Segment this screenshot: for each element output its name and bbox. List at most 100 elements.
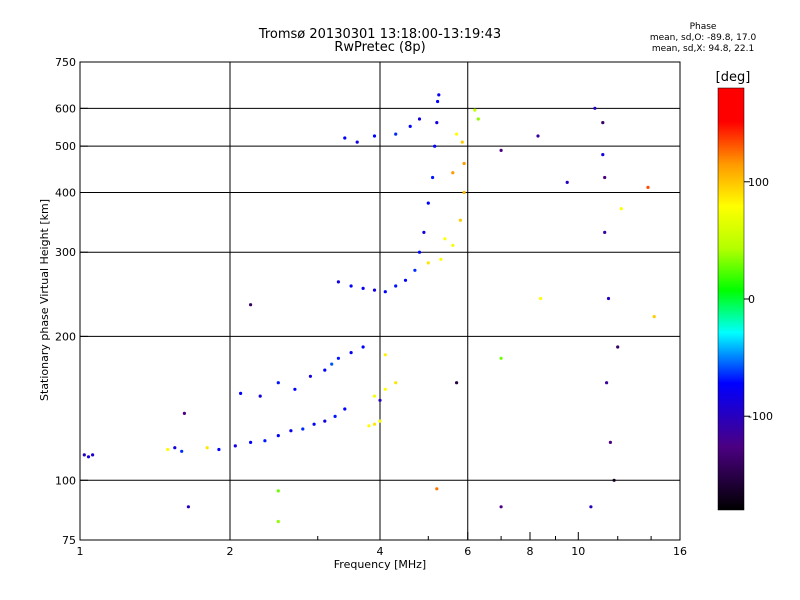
data-point (233, 444, 237, 448)
data-point (372, 134, 377, 138)
data-point (417, 117, 422, 121)
data-point (652, 315, 656, 319)
data-point (605, 381, 609, 385)
x-tick-label: 6 (464, 545, 471, 558)
data-point (593, 106, 597, 110)
chart-subtitle: RwPretec (8p) (334, 40, 426, 55)
data-point (612, 478, 616, 482)
stats-o-line: mean, sd,O: -89.8, 17.0 (649, 33, 757, 43)
colorbar (717, 87, 745, 511)
data-point (217, 447, 221, 452)
stats-heading: Phase (689, 22, 717, 32)
data-point (276, 381, 280, 385)
data-point (603, 230, 607, 234)
data-point (476, 117, 480, 121)
data-point (619, 207, 623, 211)
data-point (336, 356, 340, 360)
data-point (372, 422, 377, 426)
x-tick-label: 1 (77, 545, 84, 558)
data-point (276, 519, 280, 524)
data-point (616, 345, 620, 349)
data-point (361, 345, 365, 349)
data-points (82, 93, 656, 524)
x-tick-label: 4 (377, 545, 384, 558)
data-point (601, 121, 605, 125)
y-axis-label: Stationary phase Virtual Height [km] (38, 199, 51, 401)
data-point (378, 398, 382, 402)
data-point (603, 175, 607, 180)
data-point (436, 99, 440, 104)
data-point (349, 284, 353, 288)
y-tick-label: 600 (55, 102, 76, 115)
data-point (458, 218, 462, 222)
data-point (455, 132, 459, 136)
data-point (646, 185, 650, 189)
data-point (383, 387, 387, 391)
data-point (355, 140, 359, 144)
data-point (499, 505, 503, 509)
grid-lines (80, 62, 680, 540)
data-point (462, 190, 466, 195)
data-point (330, 362, 334, 366)
data-point (82, 453, 86, 457)
data-point (608, 440, 613, 444)
y-tick-label: 750 (55, 56, 76, 69)
data-point (205, 446, 209, 450)
data-point (422, 230, 426, 234)
colorbar-tick-label: -100 (748, 410, 773, 423)
data-point (323, 419, 327, 423)
data-point (565, 180, 569, 184)
data-point (408, 124, 412, 128)
data-point (372, 394, 377, 398)
data-point (426, 261, 430, 265)
data-point (435, 487, 439, 491)
colorbar-label: [deg] (716, 70, 751, 85)
data-point (349, 351, 353, 355)
data-point (451, 171, 455, 175)
data-point (239, 391, 243, 395)
colorbar-ticks: 100 0 -100 (744, 176, 773, 423)
data-point (413, 268, 417, 272)
data-point (186, 505, 190, 509)
data-point (417, 250, 422, 254)
x-tick-label: 10 (571, 545, 585, 558)
data-point (372, 288, 377, 292)
x-tick-label: 16 (673, 545, 687, 558)
data-point (589, 505, 593, 509)
y-tick-label: 300 (55, 246, 76, 259)
data-point (462, 161, 466, 166)
stats-x-line: mean, sd,X: 94.8, 22.1 (651, 44, 755, 54)
data-point (91, 453, 95, 457)
data-point (435, 121, 439, 125)
data-point (499, 356, 503, 360)
data-point (426, 201, 430, 205)
data-point (403, 278, 408, 282)
data-point (451, 243, 455, 247)
data-point (499, 148, 503, 152)
data-point (394, 132, 398, 136)
data-point (336, 280, 340, 284)
data-point (308, 374, 312, 378)
data-point (433, 144, 437, 148)
data-point (431, 175, 435, 180)
data-point (249, 440, 253, 444)
x-tick-label: 8 (527, 545, 534, 558)
data-point (383, 290, 387, 294)
chart-title: Tromsø 20130301 13:18:00-13:19:43 (258, 27, 502, 42)
data-point (173, 446, 177, 450)
data-point (539, 296, 543, 301)
data-point (343, 407, 347, 411)
data-point (601, 153, 605, 157)
data-point (460, 140, 464, 144)
data-point (289, 429, 293, 433)
axis-ticks: 1 2 4 6 8 10 16 75 100 200 300 400 500 600 750 (55, 56, 687, 558)
data-point (394, 381, 398, 385)
data-point (258, 394, 262, 398)
data-point (343, 136, 347, 140)
data-point (437, 93, 441, 97)
data-point (361, 286, 365, 290)
x-tick-label: 2 (227, 545, 234, 558)
y-tick-label: 200 (55, 330, 76, 343)
data-point (443, 237, 447, 241)
